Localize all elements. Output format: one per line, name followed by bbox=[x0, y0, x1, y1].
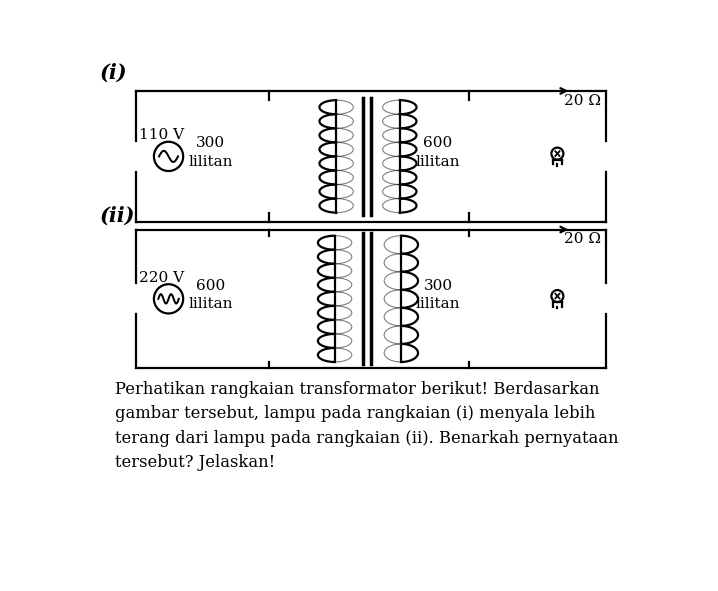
Text: (ii): (ii) bbox=[99, 206, 135, 226]
Text: Perhatikan rangkaian transformator berikut! Berdasarkan
gambar tersebut, lampu p: Perhatikan rangkaian transformator berik… bbox=[115, 381, 618, 470]
Text: 600
lilitan: 600 lilitan bbox=[189, 279, 233, 311]
Text: 20 Ω: 20 Ω bbox=[564, 94, 600, 108]
Text: 20 Ω: 20 Ω bbox=[564, 232, 600, 246]
Text: 600
lilitan: 600 lilitan bbox=[416, 137, 460, 169]
Text: 300
lilitan: 300 lilitan bbox=[416, 279, 460, 311]
Text: 220 V: 220 V bbox=[139, 271, 185, 285]
Text: (i): (i) bbox=[99, 63, 127, 83]
Text: 110 V: 110 V bbox=[139, 128, 185, 142]
Text: 300
lilitan: 300 lilitan bbox=[189, 137, 233, 169]
